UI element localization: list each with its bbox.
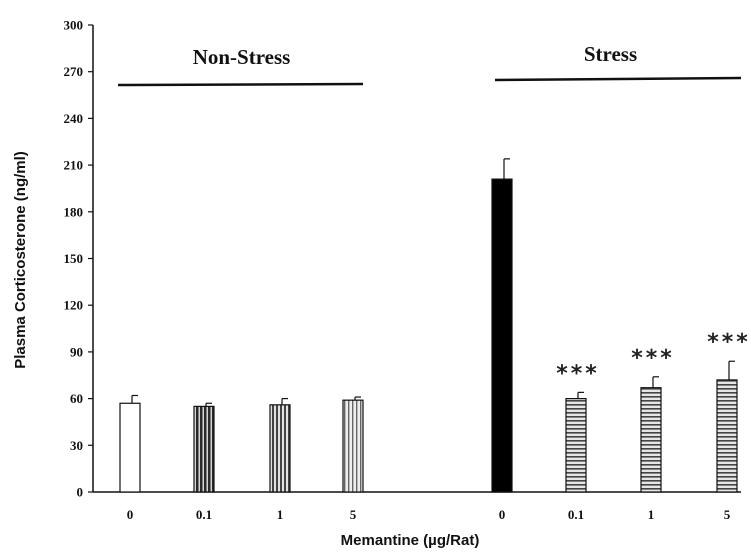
x-axis-title: Memantine (µg/Rat) [341, 532, 480, 549]
significance-label: *** [556, 361, 600, 386]
y-tick-label: 300 [64, 18, 84, 33]
y-tick-label: 240 [64, 111, 84, 126]
significance-label: *** [631, 346, 675, 371]
group-title: Stress [584, 42, 637, 66]
bar [640, 387, 662, 493]
bar [119, 402, 141, 493]
bar [193, 405, 215, 493]
x-tick-label: 5 [350, 507, 357, 522]
bar [491, 178, 513, 493]
y-tick-label: 60 [70, 391, 83, 406]
bar [269, 404, 291, 493]
group-line [117, 82, 364, 87]
x-tick-label: 0 [499, 507, 506, 522]
y-tick-label: 0 [77, 485, 84, 500]
y-tick-label: 270 [64, 64, 84, 79]
y-tick-label: 120 [64, 298, 84, 313]
x-tick-label: 1 [648, 507, 655, 522]
y-tick-label: 210 [64, 158, 84, 173]
x-tick-label: 0 [127, 507, 134, 522]
y-tick-label: 150 [64, 251, 84, 266]
x-tick-label: 0.1 [568, 507, 584, 522]
y-tick-label: 90 [70, 344, 83, 359]
x-tick-label: 1 [277, 507, 284, 522]
y-tick-label: 180 [64, 204, 84, 219]
y-tick-label: 30 [70, 438, 83, 453]
x-tick-label: 5 [724, 507, 731, 522]
significance-label: *** [707, 330, 751, 355]
bar [716, 379, 738, 493]
bar [565, 398, 587, 493]
group-title: Non-Stress [193, 45, 291, 69]
bar [342, 399, 364, 493]
x-tick-label: 0.1 [196, 507, 212, 522]
y-axis-title: Plasma Corticosterone (ng/ml) [12, 151, 29, 369]
group-line [494, 76, 742, 82]
